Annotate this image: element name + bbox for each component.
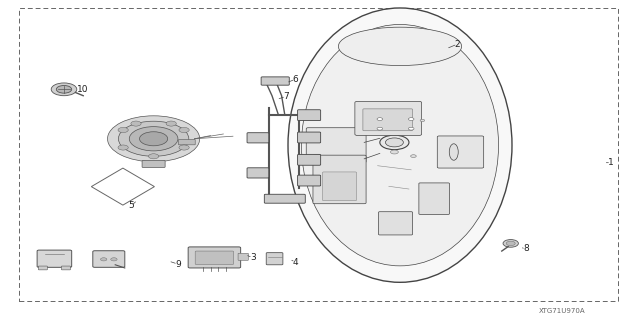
FancyBboxPatch shape: [379, 212, 413, 235]
FancyBboxPatch shape: [363, 109, 412, 131]
FancyBboxPatch shape: [37, 250, 72, 267]
Circle shape: [411, 155, 416, 158]
FancyBboxPatch shape: [93, 251, 125, 267]
Circle shape: [377, 127, 383, 130]
Text: 1: 1: [609, 158, 614, 167]
Circle shape: [408, 127, 414, 130]
FancyBboxPatch shape: [247, 133, 269, 143]
FancyBboxPatch shape: [261, 77, 289, 85]
FancyBboxPatch shape: [419, 183, 449, 214]
Circle shape: [179, 128, 189, 133]
Text: 5: 5: [129, 201, 134, 210]
FancyBboxPatch shape: [247, 168, 269, 178]
Ellipse shape: [301, 25, 499, 266]
Circle shape: [380, 135, 409, 150]
Ellipse shape: [288, 8, 512, 282]
Circle shape: [420, 119, 425, 122]
Circle shape: [129, 127, 178, 151]
Text: 2: 2: [455, 40, 460, 48]
Text: 4: 4: [293, 258, 298, 267]
Circle shape: [118, 121, 189, 156]
FancyBboxPatch shape: [437, 136, 484, 168]
Circle shape: [108, 116, 200, 162]
FancyBboxPatch shape: [264, 194, 305, 203]
FancyBboxPatch shape: [323, 172, 356, 201]
Circle shape: [100, 258, 107, 261]
Circle shape: [140, 132, 168, 146]
Text: 7: 7: [284, 92, 289, 101]
Circle shape: [111, 258, 117, 261]
Circle shape: [131, 121, 141, 126]
Circle shape: [179, 145, 189, 150]
Text: 10: 10: [77, 85, 89, 94]
Text: 9: 9: [175, 260, 180, 269]
Circle shape: [503, 240, 518, 247]
Circle shape: [390, 150, 398, 154]
Circle shape: [118, 145, 128, 150]
FancyBboxPatch shape: [238, 253, 248, 260]
FancyBboxPatch shape: [266, 253, 283, 265]
Circle shape: [385, 138, 403, 147]
FancyBboxPatch shape: [142, 160, 165, 167]
FancyBboxPatch shape: [38, 266, 47, 270]
FancyBboxPatch shape: [355, 101, 422, 136]
FancyBboxPatch shape: [298, 110, 321, 121]
FancyBboxPatch shape: [61, 266, 70, 270]
Ellipse shape: [339, 27, 461, 66]
FancyBboxPatch shape: [179, 139, 195, 145]
Circle shape: [166, 121, 177, 126]
Circle shape: [148, 154, 159, 159]
FancyBboxPatch shape: [188, 247, 241, 268]
Circle shape: [56, 85, 72, 93]
Text: 8: 8: [524, 244, 529, 253]
Text: 3: 3: [250, 253, 255, 262]
FancyBboxPatch shape: [298, 154, 321, 165]
Circle shape: [118, 128, 128, 133]
FancyBboxPatch shape: [313, 155, 366, 204]
FancyBboxPatch shape: [298, 175, 321, 186]
FancyBboxPatch shape: [298, 132, 321, 143]
Circle shape: [506, 241, 515, 246]
Ellipse shape: [449, 144, 458, 160]
FancyBboxPatch shape: [195, 251, 234, 264]
Polygon shape: [92, 168, 154, 205]
Circle shape: [377, 118, 383, 121]
Text: XTG71U970A: XTG71U970A: [539, 308, 585, 314]
Text: 6: 6: [293, 75, 298, 84]
Circle shape: [408, 118, 414, 121]
Circle shape: [51, 83, 77, 96]
FancyBboxPatch shape: [307, 128, 366, 163]
